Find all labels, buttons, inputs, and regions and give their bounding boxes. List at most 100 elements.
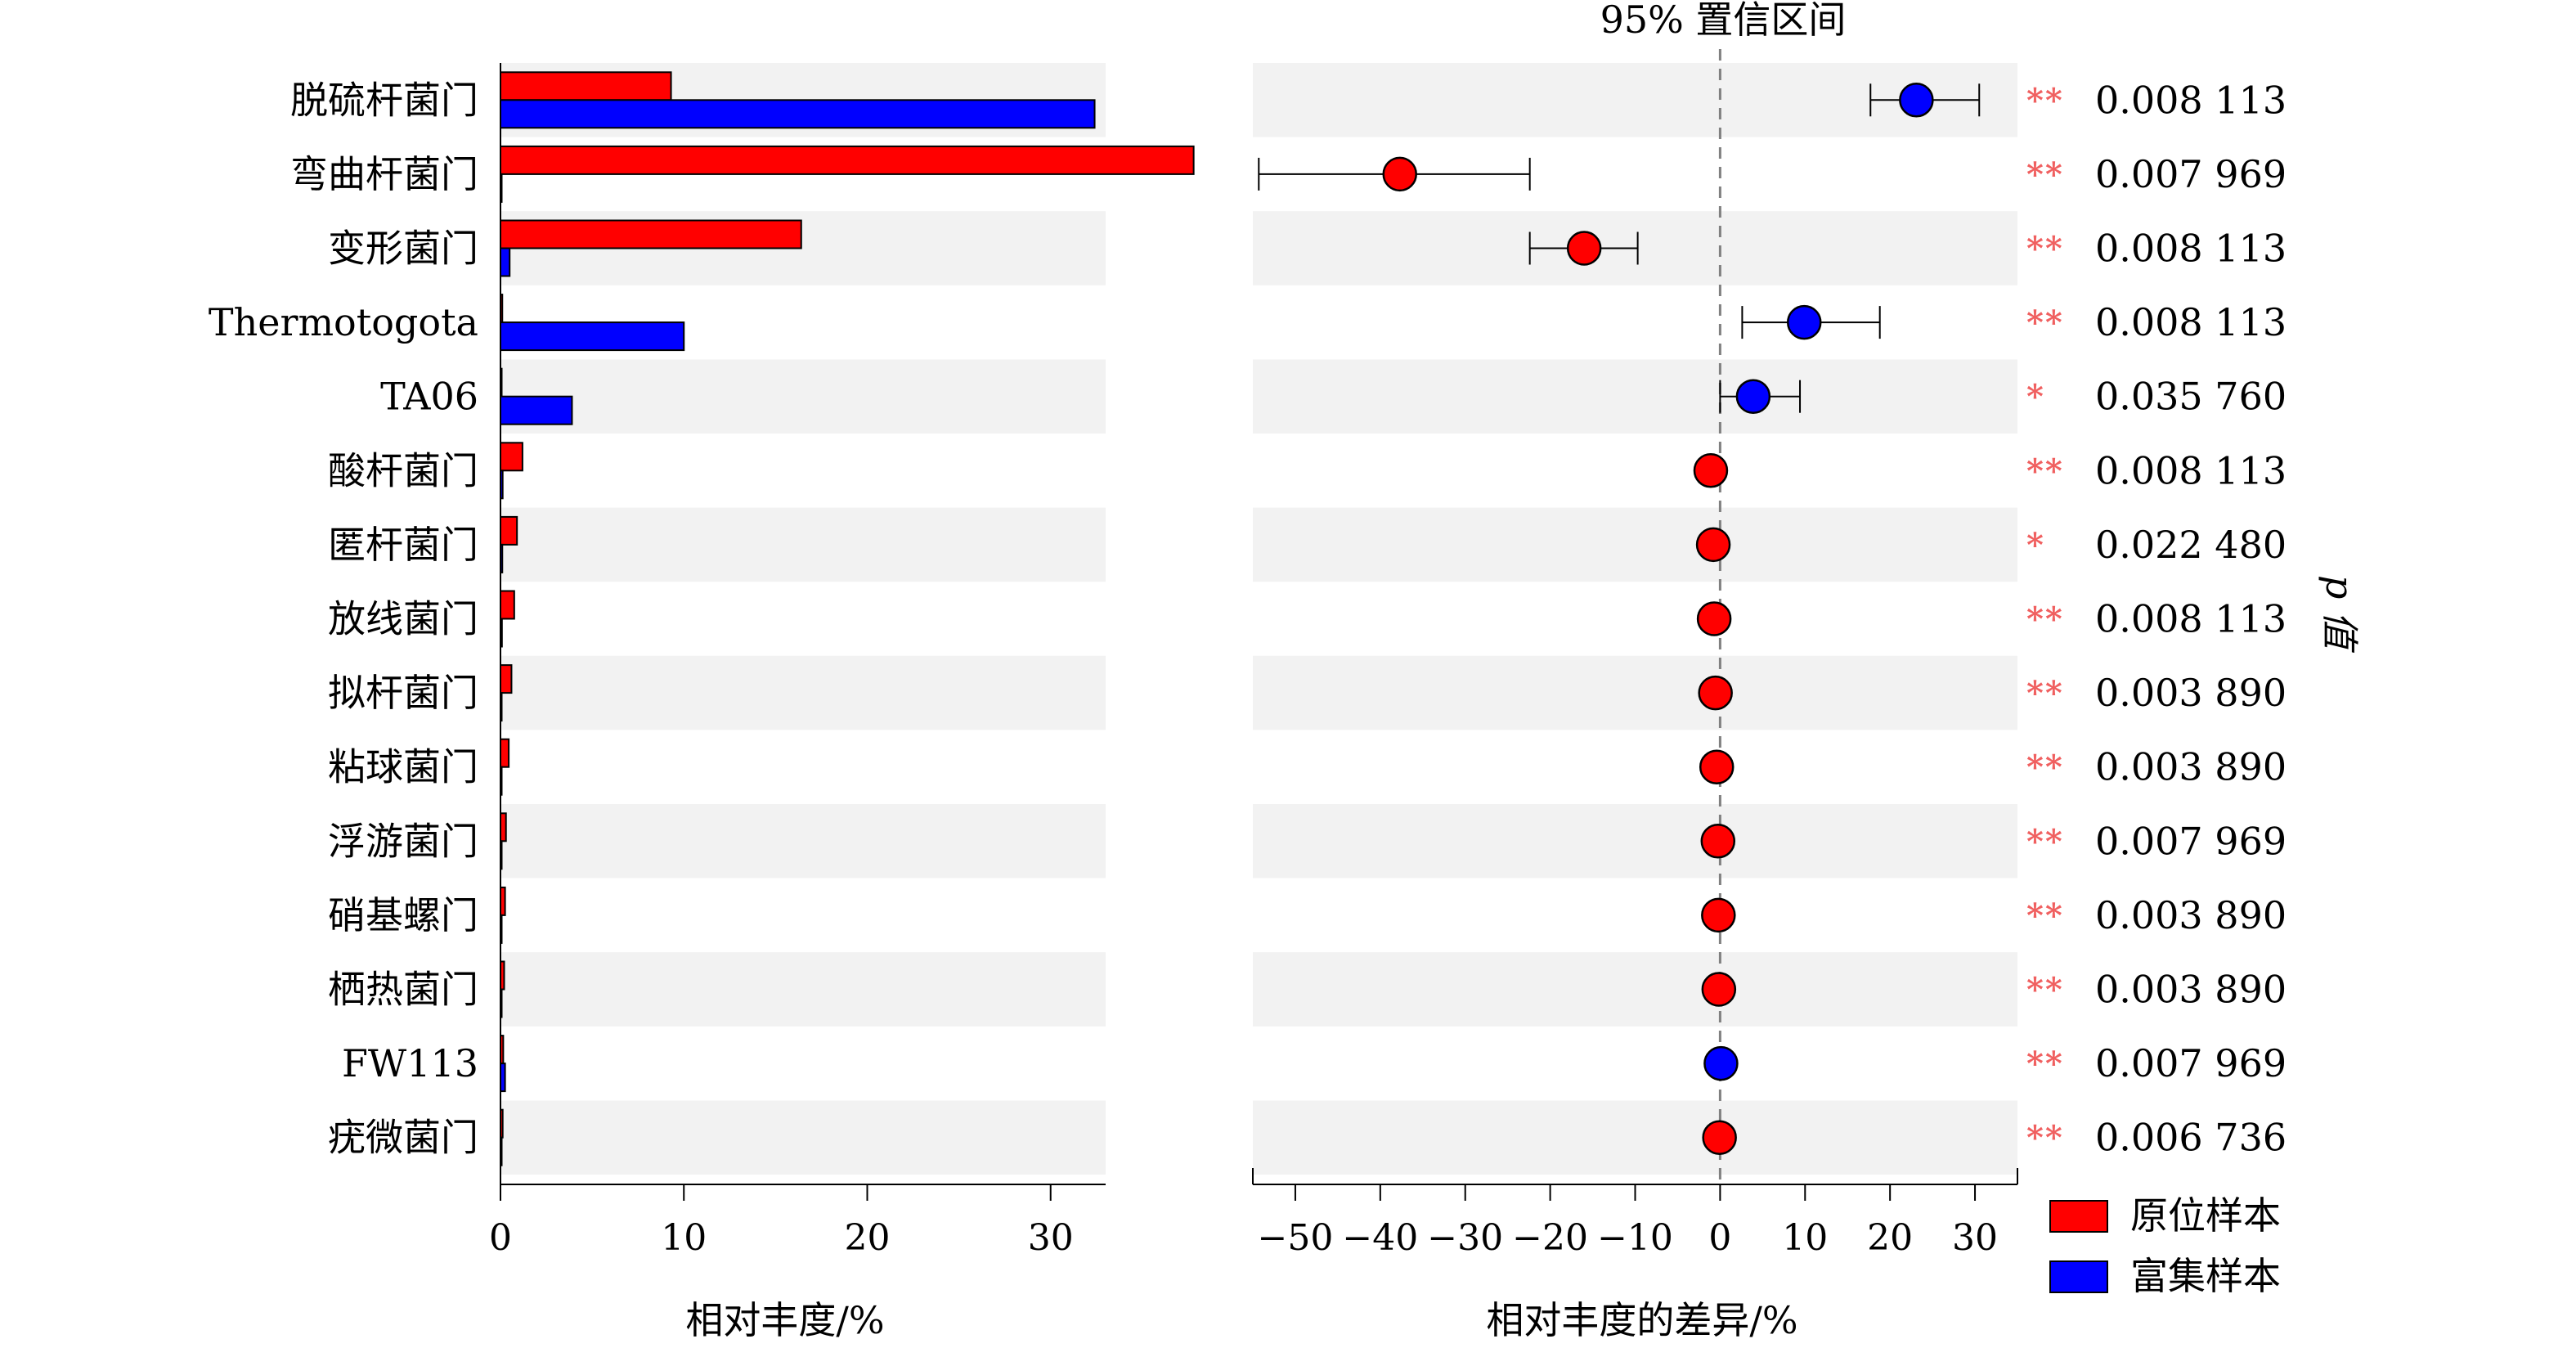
p-value: 0.007 969	[2095, 1041, 2287, 1085]
category-label: 酸杆菌门	[328, 448, 478, 492]
bar-enriched	[500, 247, 511, 277]
category-label: 拟杆菌门	[328, 671, 478, 715]
p-value: 0.008 113	[2095, 300, 2287, 344]
legend-swatch-enriched	[2049, 1260, 2108, 1293]
left-x-tick-label: 10	[661, 1217, 707, 1259]
bar-in-situ	[500, 664, 513, 694]
significance-stars: **	[2026, 1045, 2064, 1083]
right-x-tick-label: −30	[1427, 1217, 1503, 1259]
row-band-right	[1253, 507, 2017, 582]
difference-point	[1703, 1045, 1739, 1081]
difference-point	[1696, 601, 1732, 636]
legend: 原位样本 富集样本	[2049, 1193, 2281, 1298]
left-x-axis-title: 相对丰度/%	[685, 1298, 884, 1342]
bar-enriched	[500, 321, 685, 352]
row-band-left	[500, 1100, 1106, 1175]
difference-point	[1701, 972, 1737, 1007]
difference-point	[1735, 379, 1771, 414]
category-label: 弯曲杆菌门	[290, 152, 478, 196]
row-bands	[500, 63, 2017, 1175]
significance-stars: **	[2026, 303, 2064, 342]
difference-ci-chart: −50 −40 −30 −20 −10 0 10 20 30	[1252, 49, 2018, 1259]
significance-stars: **	[2026, 674, 2064, 712]
left-x-tick-label: 20	[844, 1217, 890, 1259]
significance-stars: **	[2026, 230, 2064, 268]
difference-point	[1786, 304, 1822, 340]
p-value: 0.007 969	[2095, 152, 2287, 196]
row-band-right	[1253, 804, 2017, 878]
p-value: 0.022 480	[2095, 523, 2287, 567]
difference-point	[1702, 1120, 1737, 1155]
significance-stars: **	[2026, 81, 2064, 119]
row-band-left	[500, 655, 1106, 730]
bar-in-situ	[500, 442, 523, 472]
row-band-left	[500, 507, 1106, 582]
significance-stars: **	[2026, 748, 2064, 787]
category-label: FW113	[342, 1041, 478, 1085]
p-value: 0.035 760	[2095, 375, 2287, 419]
category-label: Thermotogota	[209, 300, 478, 344]
category-label: 浮游菌门	[328, 819, 478, 863]
right-x-tick-label: 10	[1782, 1217, 1828, 1259]
right-x-tick-label: −40	[1342, 1217, 1418, 1259]
difference-point	[1695, 527, 1731, 563]
right-x-tick-label: 20	[1867, 1217, 1913, 1259]
significance-stars: **	[2026, 896, 2064, 935]
p-value: 0.008 113	[2095, 78, 2287, 122]
bar-in-situ	[500, 590, 515, 620]
bar-in-situ	[500, 515, 518, 546]
bar-in-situ	[500, 738, 510, 768]
left-x-tick-label: 0	[489, 1217, 512, 1259]
legend-swatch-in-situ	[2049, 1200, 2108, 1233]
p-value-axis-title: p 值	[2318, 575, 2362, 654]
legend-label-enriched: 富集样本	[2130, 1254, 2281, 1298]
left-x-tick-label: 30	[1028, 1217, 1074, 1259]
category-label: 变形菌门	[328, 227, 478, 271]
right-x-tick-label: −10	[1597, 1217, 1673, 1259]
category-label: 脱硫杆菌门	[290, 78, 478, 122]
category-label: 疣微菌门	[328, 1116, 478, 1160]
row-band-right	[1253, 655, 2017, 730]
ci-title: 95% 置信区间	[1600, 0, 1847, 42]
category-label: 粘球菌门	[328, 745, 478, 789]
p-value: 0.008 113	[2095, 227, 2287, 271]
significance-stars: **	[2026, 822, 2064, 860]
category-label: 匿杆菌门	[328, 523, 478, 567]
category-label: TA06	[380, 375, 478, 419]
difference-point	[1566, 231, 1602, 266]
row-band-left	[500, 804, 1106, 878]
right-x-tick-label: 0	[1708, 1217, 1731, 1259]
significance-stars: **	[2026, 155, 2064, 194]
significance-stars: **	[2026, 600, 2064, 639]
significance-stars: **	[2026, 452, 2064, 490]
difference-point	[1700, 824, 1736, 859]
difference-point	[1699, 749, 1735, 784]
bar-in-situ	[500, 71, 672, 101]
row-band-right	[1253, 1100, 2017, 1175]
difference-point	[1382, 156, 1417, 192]
p-value-column: ** 0.008 113** 0.007 969** 0.008 113** 0.008…	[2026, 78, 2287, 1159]
p-value: 0.008 113	[2095, 597, 2287, 641]
right-x-tick-label: 30	[1952, 1217, 1998, 1259]
p-value: 0.007 969	[2095, 819, 2287, 863]
significance-stars: **	[2026, 971, 2064, 1009]
significance-stars: *	[2026, 378, 2045, 416]
difference-point	[1698, 675, 1733, 711]
p-value: 0.008 113	[2095, 448, 2287, 492]
p-value: 0.003 890	[2095, 968, 2287, 1012]
legend-label-in-situ: 原位样本	[2130, 1193, 2281, 1238]
p-value: 0.003 890	[2095, 745, 2287, 789]
difference-point	[1701, 897, 1736, 933]
bar-enriched	[500, 395, 573, 425]
bar-in-situ	[500, 219, 802, 249]
p-value: 0.003 890	[2095, 671, 2287, 715]
bar-in-situ	[500, 812, 507, 842]
significance-stars: *	[2026, 526, 2045, 564]
bar-in-situ	[500, 145, 1195, 175]
right-x-tick-label: −50	[1258, 1217, 1334, 1259]
p-value: 0.006 736	[2095, 1116, 2287, 1160]
row-band-left	[500, 359, 1106, 434]
row-band-right	[1253, 952, 2017, 1027]
